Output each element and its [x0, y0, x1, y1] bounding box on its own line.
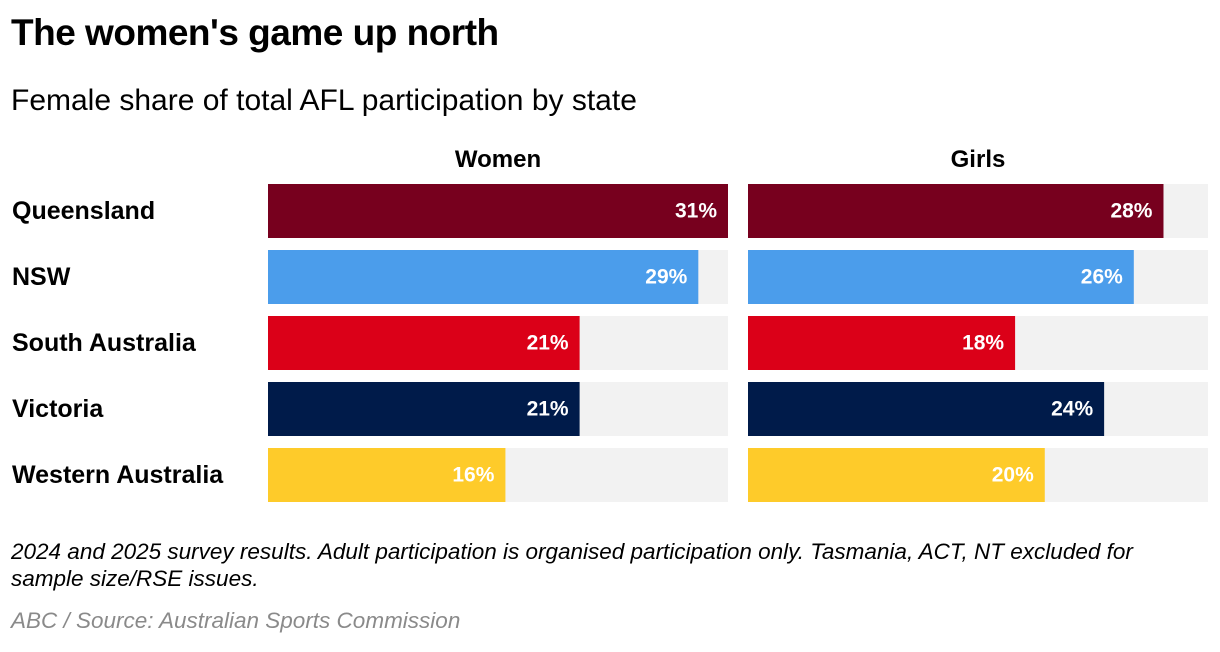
bar — [268, 382, 580, 436]
bar — [268, 448, 506, 502]
category-label: NSW — [12, 263, 71, 291]
bar — [748, 184, 1164, 238]
bar — [268, 316, 580, 370]
bar-value-label: 21% — [527, 332, 569, 355]
bar-value-label: 24% — [1051, 398, 1093, 421]
bar-value-label: 18% — [962, 332, 1004, 355]
bar-value-label: 28% — [1110, 200, 1152, 223]
chart-footnote: 2024 and 2025 survey results. Adult part… — [11, 539, 1133, 591]
bar-value-label: 21% — [527, 398, 569, 421]
bar-chart: Women Girls Queensland NSW South Australia Vi… — [12, 146, 1208, 502]
bar — [268, 184, 728, 238]
bar-value-label: 20% — [992, 464, 1034, 487]
chart-credit: ABC / Source: Australian Sports Commissi… — [11, 608, 461, 633]
bar — [268, 250, 699, 304]
category-label: Queensland — [12, 197, 155, 225]
chart-title: The women's game up north — [11, 12, 499, 53]
bar-value-label: 29% — [645, 266, 687, 289]
bar-value-label: 31% — [675, 200, 717, 223]
bar — [748, 382, 1105, 436]
bar-value-label: 26% — [1081, 266, 1123, 289]
bar-value-label: 16% — [452, 464, 494, 487]
category-label: South Australia — [12, 329, 197, 357]
bar — [748, 250, 1134, 304]
category-label: Victoria — [12, 395, 104, 423]
chart-subtitle: Female share of total AFL participation … — [11, 84, 637, 117]
category-label: Western Australia — [12, 461, 224, 489]
bar — [748, 316, 1016, 370]
panel-header-girls: Girls — [951, 146, 1006, 173]
bar — [748, 448, 1045, 502]
panel-header-women: Women — [455, 146, 541, 173]
